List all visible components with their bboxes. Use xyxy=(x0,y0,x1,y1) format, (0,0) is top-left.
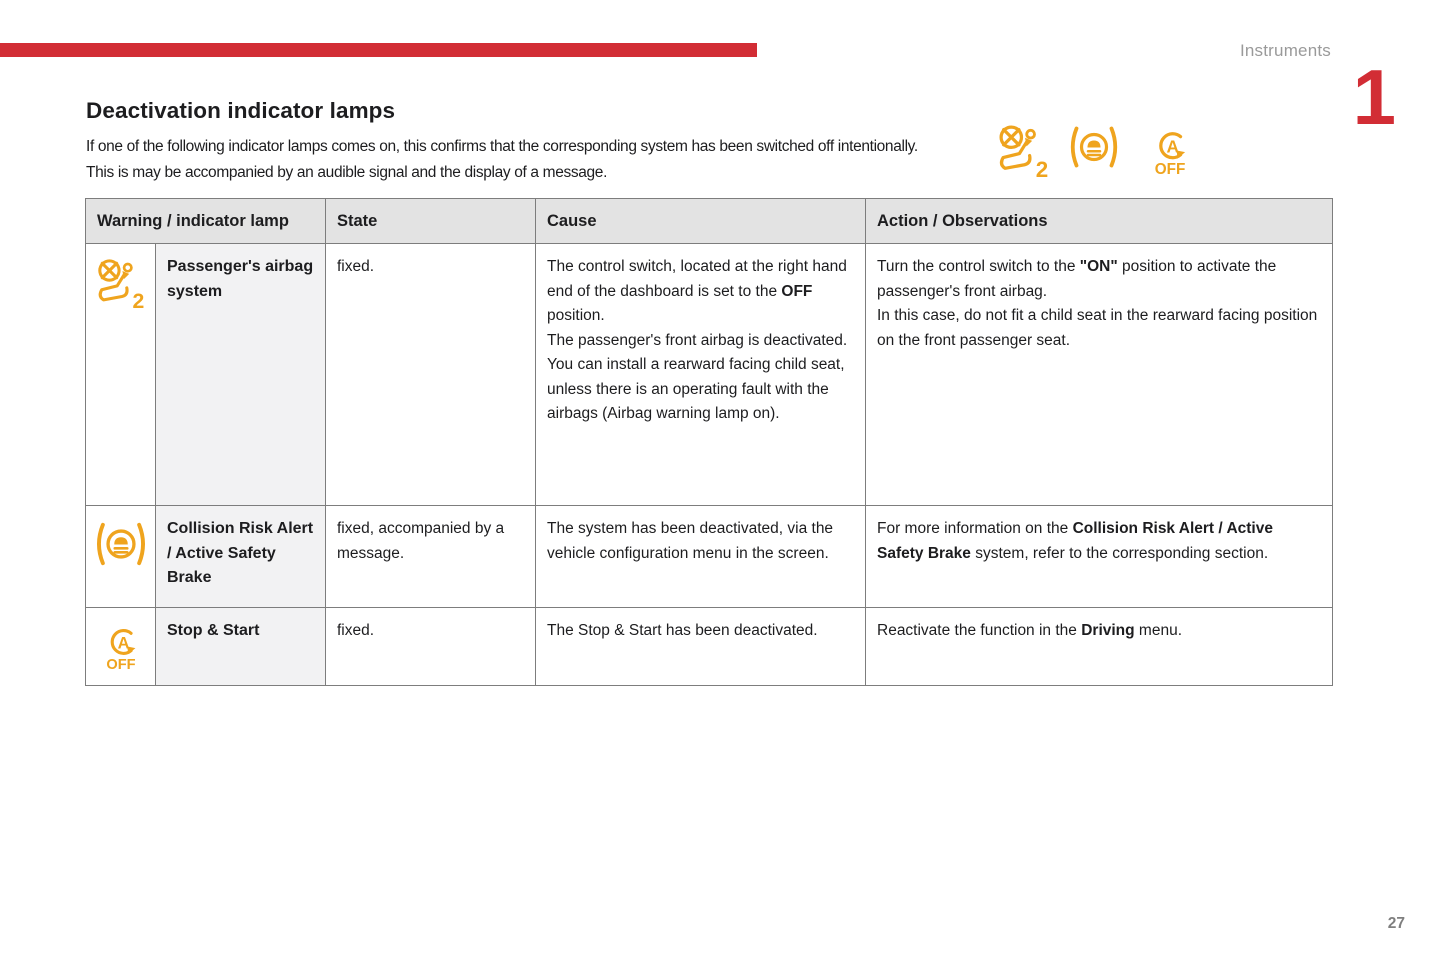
lamp-name: Stop & Start xyxy=(155,607,326,686)
red-accent-bar xyxy=(0,43,757,57)
indicator-lamp-strip xyxy=(995,124,1192,184)
chapter-number: 1 xyxy=(1352,53,1396,141)
intro-line-1: If one of the following indicator lamps … xyxy=(86,138,918,155)
intro-paragraph: If one of the following indicator lamps … xyxy=(86,134,986,185)
header-action-observations: Action / Observations xyxy=(865,198,1333,244)
stop-start-off-icon xyxy=(1148,124,1192,183)
passenger-airbag-icon xyxy=(995,124,1052,184)
state-cell: fixed. xyxy=(325,243,536,506)
cause-cell: The control switch, located at the right… xyxy=(535,243,866,506)
table-row: Stop & Start fixed. The Stop & Start has… xyxy=(85,607,1333,686)
action-cell: Turn the control switch to the "ON" posi… xyxy=(865,243,1333,506)
collision-risk-alert-icon xyxy=(93,522,149,572)
cause-cell: The system has been deactivated, via the… xyxy=(535,505,866,608)
header-cause: Cause xyxy=(535,198,866,244)
passenger-airbag-icon xyxy=(94,259,148,315)
page-number: 27 xyxy=(1387,915,1405,932)
table-header-row: Warning / indicator lamp State Cause Act… xyxy=(85,198,1333,244)
header-state: State xyxy=(325,198,536,244)
stop-start-off-icon-cell xyxy=(85,607,156,686)
collision-risk-alert-icon xyxy=(1067,124,1121,175)
lamp-name: Passenger's airbag system xyxy=(155,243,326,506)
table-row: Collision Risk Alert / Active Safety Bra… xyxy=(85,505,1333,608)
lamp-icon-cell xyxy=(85,505,156,608)
action-cell: Reactivate the function in the Driving m… xyxy=(865,607,1333,686)
section-label: Instruments xyxy=(1239,41,1331,60)
lamp-name: Collision Risk Alert / Active Safety Bra… xyxy=(155,505,326,608)
intro-line-2: This is may be accompanied by an audible… xyxy=(86,163,608,181)
stop-start-off-icon xyxy=(100,629,142,676)
lamp-icon-cell xyxy=(85,243,156,506)
state-cell: fixed, accompanied by a message. xyxy=(325,505,536,608)
cause-cell: The Stop & Start has been deactivated. xyxy=(535,607,866,686)
deactivation-lamps-table: Warning / indicator lamp State Cause Act… xyxy=(85,198,1333,686)
page-title: Deactivation indicator lamps xyxy=(86,98,396,123)
table-row: Passenger's airbag system fixed. The con… xyxy=(85,243,1333,506)
header-warning-indicator-lamp: Warning / indicator lamp xyxy=(85,198,326,244)
action-cell: For more information on the Collision Ri… xyxy=(865,505,1333,608)
state-cell: fixed. xyxy=(325,607,536,686)
